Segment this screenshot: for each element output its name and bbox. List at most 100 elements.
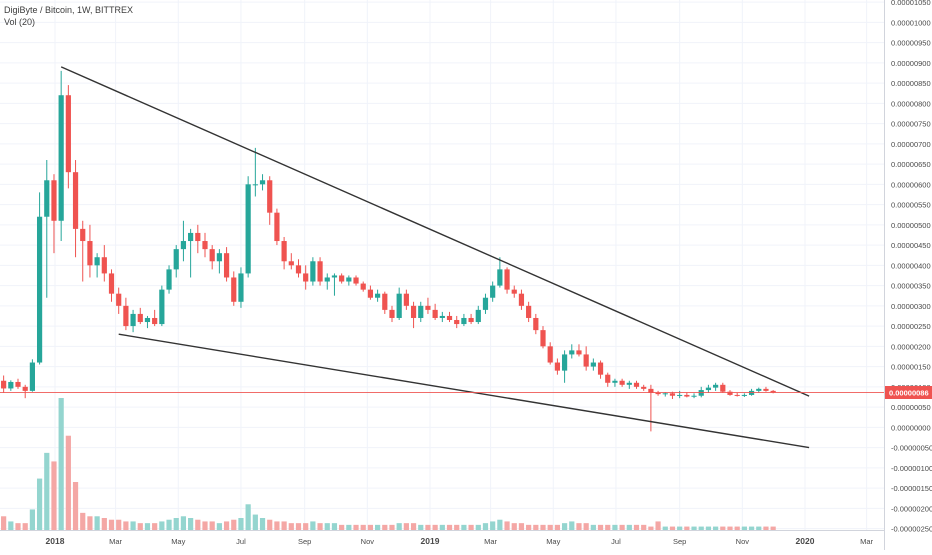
candle-body[interactable] xyxy=(173,249,179,270)
candle-body[interactable] xyxy=(504,269,510,290)
candle-body[interactable] xyxy=(346,277,352,282)
candle-body[interactable] xyxy=(180,241,187,250)
candle-body[interactable] xyxy=(569,350,575,355)
candle-body[interactable] xyxy=(22,386,28,391)
candle-body[interactable] xyxy=(223,253,230,278)
candle-body[interactable] xyxy=(72,172,79,229)
candle-body[interactable] xyxy=(403,293,409,306)
candle-body[interactable] xyxy=(410,305,417,318)
candle-body[interactable] xyxy=(108,273,115,294)
candle-body[interactable] xyxy=(144,317,151,323)
candle-body[interactable] xyxy=(216,253,222,262)
candle-body[interactable] xyxy=(295,265,302,274)
candle-body[interactable] xyxy=(590,362,596,367)
candle-body[interactable] xyxy=(669,393,676,396)
candle-body[interactable] xyxy=(439,315,445,318)
candle-body[interactable] xyxy=(734,394,740,396)
candle-body[interactable] xyxy=(432,309,438,318)
candle-body[interactable] xyxy=(360,283,366,290)
candle-body[interactable] xyxy=(655,392,661,395)
candle-body[interactable] xyxy=(382,293,388,310)
candle-body[interactable] xyxy=(303,273,309,282)
candle-body[interactable] xyxy=(137,313,143,323)
candle-body[interactable] xyxy=(691,395,697,397)
candle-body[interactable] xyxy=(87,241,93,266)
candle-body[interactable] xyxy=(677,394,683,396)
candle-body[interactable] xyxy=(583,354,589,367)
candle-body[interactable] xyxy=(8,381,14,389)
candle-body[interactable] xyxy=(756,388,762,391)
candle-body[interactable] xyxy=(497,269,503,286)
candle-body[interactable] xyxy=(375,293,381,298)
candle-body[interactable] xyxy=(475,309,481,323)
candle-body[interactable] xyxy=(705,387,712,391)
candle-body[interactable] xyxy=(123,305,129,327)
candle-body[interactable] xyxy=(770,390,776,393)
candle-body[interactable] xyxy=(741,394,747,396)
candle-body[interactable] xyxy=(662,393,668,395)
candle-body[interactable] xyxy=(195,232,201,242)
candle-body[interactable] xyxy=(684,394,690,397)
candle-body[interactable] xyxy=(209,249,215,262)
trendline-upper[interactable] xyxy=(60,66,810,397)
candle-body[interactable] xyxy=(576,350,582,355)
candle-body[interactable] xyxy=(418,305,424,318)
candle-body[interactable] xyxy=(130,313,136,327)
candle-body[interactable] xyxy=(202,241,208,250)
candle-body[interactable] xyxy=(65,95,71,173)
candle-body[interactable] xyxy=(454,320,460,325)
candle-body[interactable] xyxy=(288,261,294,266)
candle-body[interactable] xyxy=(353,277,359,284)
candle-body[interactable] xyxy=(713,384,719,388)
candle-body[interactable] xyxy=(641,386,647,389)
candle-body[interactable] xyxy=(331,275,338,278)
candle-body[interactable] xyxy=(317,261,323,282)
candle-body[interactable] xyxy=(533,317,539,331)
candle-body[interactable] xyxy=(605,374,611,383)
candle-body[interactable] xyxy=(238,273,244,302)
candle-body[interactable] xyxy=(396,293,402,318)
candle-body[interactable] xyxy=(619,380,625,385)
candle-body[interactable] xyxy=(425,305,431,310)
candle-body[interactable] xyxy=(101,257,107,274)
candle-body[interactable] xyxy=(188,232,194,242)
candle-body[interactable] xyxy=(15,381,21,387)
candle-body[interactable] xyxy=(597,362,604,375)
candle-body[interactable] xyxy=(446,315,453,321)
candle-body[interactable] xyxy=(310,261,316,282)
candle-body[interactable] xyxy=(648,388,654,393)
candle-body[interactable] xyxy=(245,184,251,274)
candle-body[interactable] xyxy=(339,275,345,282)
trendline-lower[interactable] xyxy=(118,333,810,449)
candle-body[interactable] xyxy=(482,297,489,310)
candle-body[interactable] xyxy=(252,184,258,186)
candle-body[interactable] xyxy=(152,317,158,325)
candle-body[interactable] xyxy=(274,212,280,242)
candle-body[interactable] xyxy=(561,354,568,371)
candle-body[interactable] xyxy=(259,180,266,185)
candle-body[interactable] xyxy=(720,384,726,392)
candle-body[interactable] xyxy=(367,289,374,298)
candle-body[interactable] xyxy=(324,277,330,282)
candle-body[interactable] xyxy=(231,277,237,302)
candle-body[interactable] xyxy=(547,346,553,363)
candle-body[interactable] xyxy=(166,269,172,290)
candle-body[interactable] xyxy=(116,293,122,306)
candle-body[interactable] xyxy=(511,289,517,294)
candle-body[interactable] xyxy=(281,241,287,262)
candle-body[interactable] xyxy=(1,380,7,389)
candle-body[interactable] xyxy=(267,180,273,213)
candle-body[interactable] xyxy=(389,309,395,318)
candle-body[interactable] xyxy=(518,293,525,306)
candle-body[interactable] xyxy=(626,382,632,385)
candle-body[interactable] xyxy=(468,317,474,323)
candle-body[interactable] xyxy=(51,180,57,221)
candle-body[interactable] xyxy=(461,317,467,325)
candle-body[interactable] xyxy=(490,285,496,298)
candle-body[interactable] xyxy=(36,216,43,363)
candle-body[interactable] xyxy=(44,180,50,217)
candle-body[interactable] xyxy=(633,382,640,387)
candle-body[interactable] xyxy=(159,289,165,325)
candle-body[interactable] xyxy=(540,330,546,347)
